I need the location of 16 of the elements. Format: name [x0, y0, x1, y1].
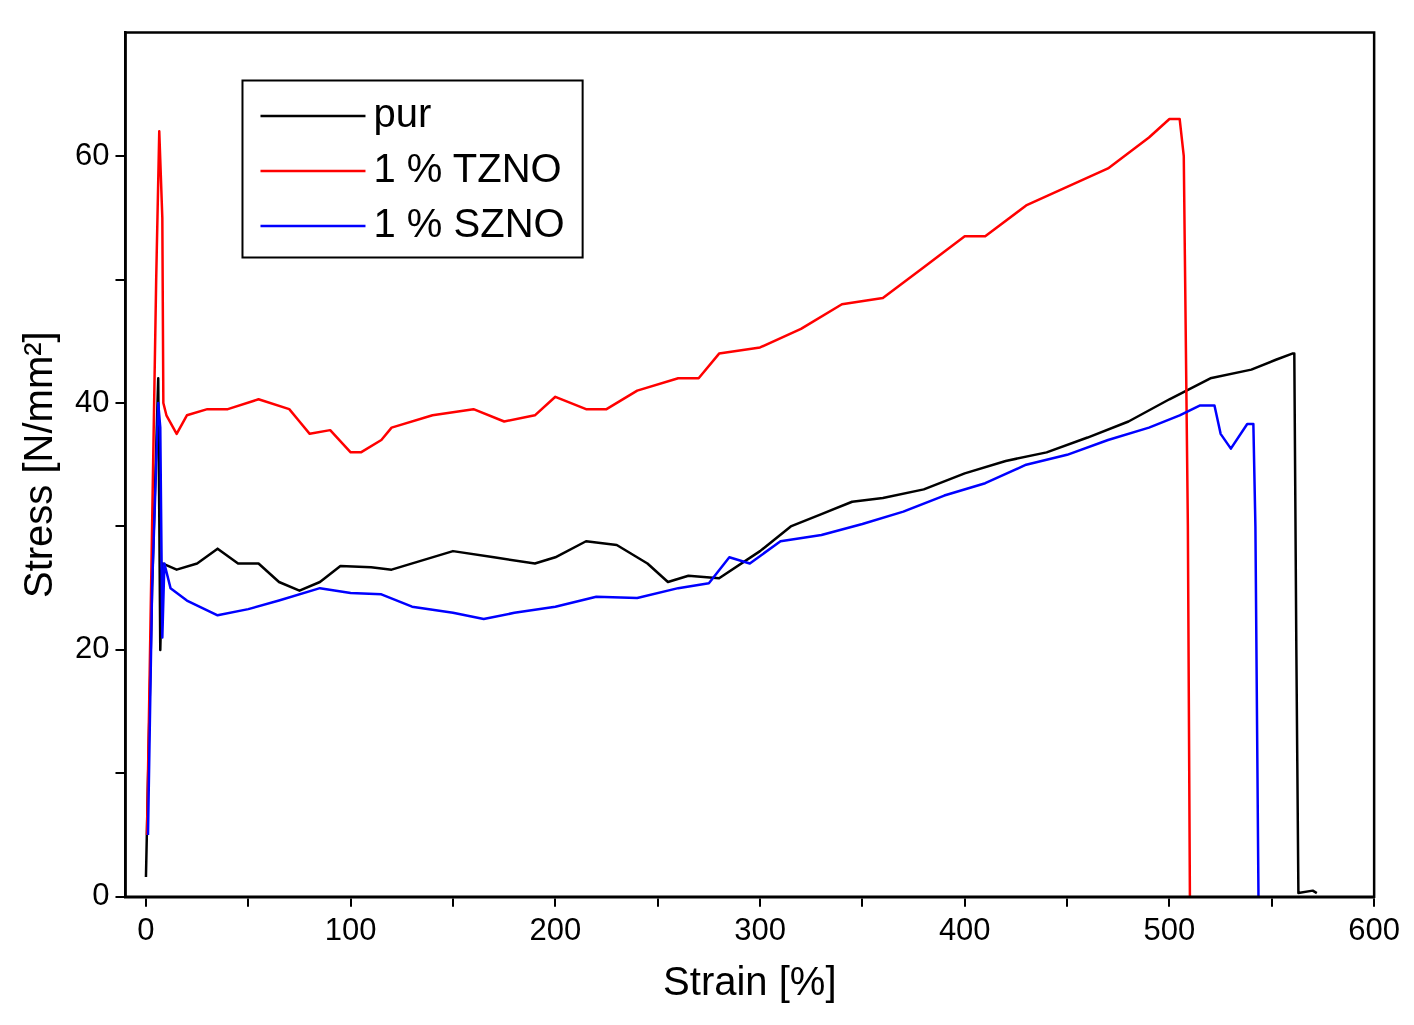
x-tick-label: 100	[324, 911, 377, 947]
y-axis-title: Stress [N/mm²]	[16, 331, 61, 599]
legend-label: 1 % TZNO	[373, 146, 562, 191]
x-tick-label: 200	[529, 911, 582, 947]
y-tick-label: 40	[75, 383, 110, 419]
legend-label: 1 % SZNO	[373, 201, 565, 246]
x-tick-label: 0	[137, 911, 155, 947]
legend-label: pur	[373, 91, 432, 136]
y-tick-label: 60	[75, 136, 110, 172]
x-axis-title: Strain [%]	[663, 959, 837, 1004]
x-tick-label: 400	[938, 911, 991, 947]
x-tick-label: 600	[1348, 911, 1401, 947]
y-tick-label: 0	[92, 877, 110, 913]
x-tick-label: 500	[1143, 911, 1196, 947]
y-tick-label: 20	[75, 630, 110, 666]
x-tick-label: 300	[734, 911, 786, 947]
